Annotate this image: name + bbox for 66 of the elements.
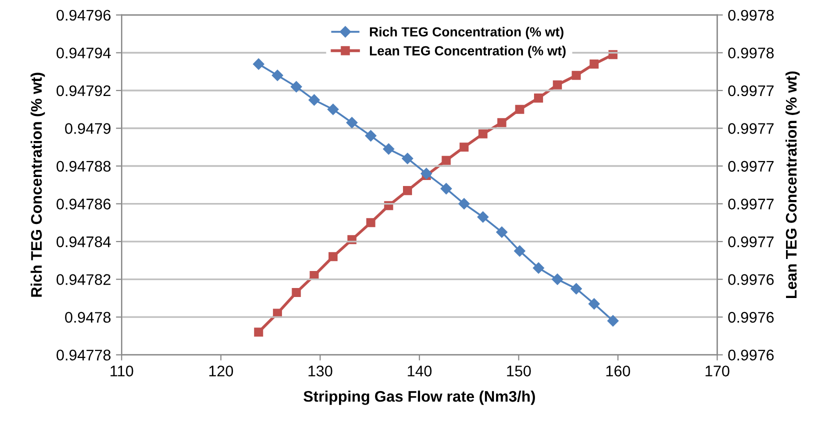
y2-tick-label: 0.9978	[728, 10, 774, 21]
point	[442, 156, 451, 165]
point	[570, 283, 582, 294]
point	[496, 226, 508, 238]
point	[328, 252, 338, 262]
y-tick-label: 0.94788	[56, 160, 111, 172]
point	[458, 198, 470, 210]
y-tick-label: 0.94792	[56, 85, 110, 96]
point	[590, 60, 599, 69]
y2-tick-label: 0.9977	[728, 198, 774, 210]
y-tick-label: 0.94794	[56, 48, 111, 58]
x-axis-title: Stripping Gas Flow rate (Nm3/h)	[304, 390, 535, 405]
point	[497, 118, 506, 128]
x-tick-label: 150	[507, 366, 531, 376]
point	[607, 315, 619, 326]
point	[253, 58, 264, 70]
point	[534, 94, 544, 103]
x-tick-label: 110	[110, 366, 134, 376]
point	[346, 116, 358, 128]
x-tick-label: 130	[308, 366, 332, 376]
point	[272, 70, 284, 81]
point	[588, 298, 600, 310]
y2-tick-label: 0.9977	[728, 236, 774, 248]
point	[552, 80, 562, 90]
y2-tick-label: 0.9976	[728, 350, 774, 360]
point	[514, 245, 526, 257]
point	[515, 104, 524, 114]
point	[383, 143, 394, 155]
point	[532, 262, 544, 274]
y-tick-label: 0.94782	[56, 274, 110, 285]
point	[478, 129, 488, 138]
y2-tick-label: 0.9976	[728, 274, 774, 285]
point	[460, 142, 469, 152]
y-axis-title: Rich TEG Concentration (% wt)	[30, 72, 45, 297]
x-tick-label: 140	[408, 366, 432, 376]
y2-tick-label: 0.9977	[728, 85, 774, 96]
point	[290, 81, 302, 92]
y2-tick-label: 0.9976	[728, 312, 774, 323]
y-tick-label: 0.94796	[56, 10, 111, 21]
point	[292, 288, 301, 298]
point	[365, 130, 376, 142]
point	[572, 70, 581, 80]
point	[402, 152, 414, 164]
legend-label: Rich TEG Concentration (% wt)	[370, 26, 564, 40]
y2-tick-label: 0.9977	[728, 123, 774, 134]
point	[552, 274, 563, 285]
point	[440, 183, 452, 194]
point	[402, 186, 412, 196]
point	[327, 104, 339, 115]
x-tick-label: 170	[706, 366, 730, 376]
point	[366, 218, 376, 228]
x-tick-label: 120	[209, 366, 234, 376]
y-tick-label: 0.94786	[56, 198, 111, 210]
y2-tick-label: 0.9977	[728, 160, 774, 172]
y-tick-label: 0.94784	[56, 236, 111, 248]
point	[254, 328, 264, 337]
y2-axis-title: Lean TEG Concentration (% wt)	[785, 71, 800, 298]
y-tick-label: 0.9478	[65, 312, 111, 323]
y-tick-label: 0.94778	[56, 350, 111, 360]
point	[308, 94, 320, 106]
legend-label: Lean TEG Concentration (% wt)	[370, 46, 566, 58]
point	[477, 211, 489, 223]
y2-tick-label: 0.9978	[728, 48, 774, 58]
y-tick-label: 0.9479	[65, 123, 110, 134]
point	[420, 168, 432, 180]
x-tick-label: 160	[606, 366, 630, 376]
